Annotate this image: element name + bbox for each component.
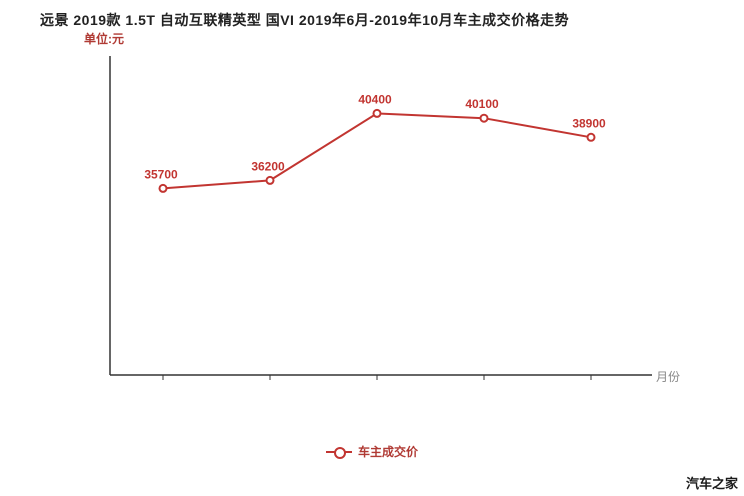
data-point-label: 38900 [572,116,606,130]
legend-line-marker-icon [325,446,352,459]
legend-series-label[interactable]: 车主成交价 [357,445,418,459]
data-point-label: 35700 [144,167,178,181]
data-point [586,132,596,142]
data-point [158,183,168,193]
data-point-label: 40400 [358,92,392,106]
chart-legend: 车主成交价 [0,443,744,460]
line-chart-canvas: 35700 36200 40400 40100 38900 [109,56,652,380]
y-axis-unit-label: 单位:元 [84,32,124,46]
series-line [162,112,592,190]
data-point [372,108,382,118]
data-point-label: 40100 [465,97,499,111]
data-point [479,113,489,123]
chart-title: 远景 2019款 1.5T 自动互联精英型 国VI 2019年6月-2019年1… [40,12,570,28]
data-point [265,175,275,185]
data-point-label: 36200 [251,159,285,173]
watermark-logo: 汽车之家 [685,476,738,491]
x-axis-label: 月份 [656,370,681,384]
